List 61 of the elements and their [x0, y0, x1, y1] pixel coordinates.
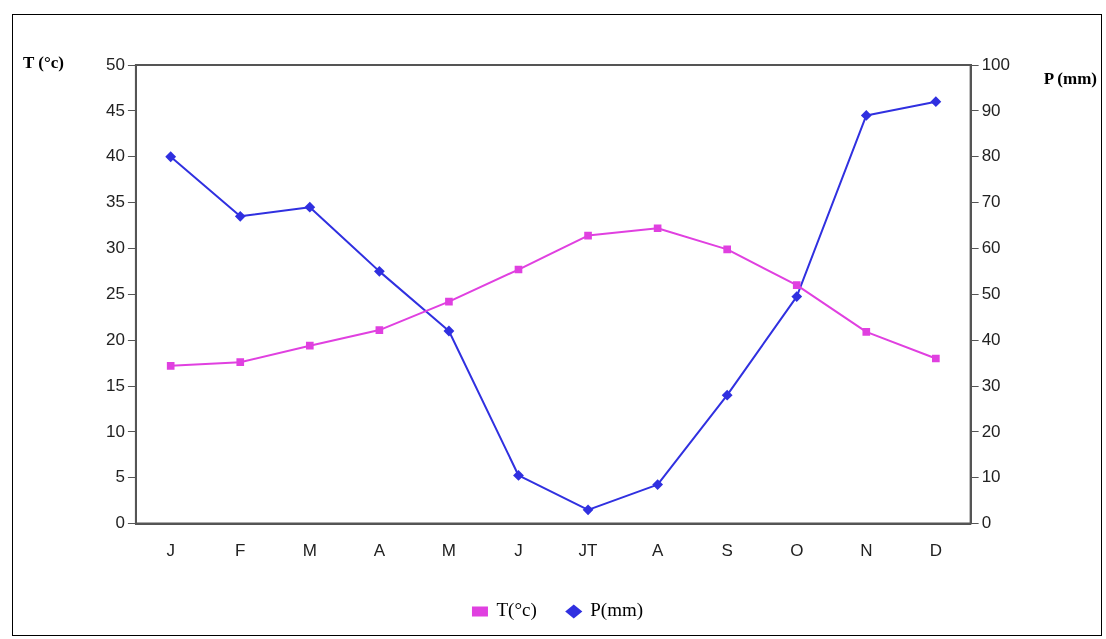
point: [375, 326, 384, 334]
point: [792, 281, 801, 289]
legend-label: P(mm): [590, 599, 644, 622]
y-tick-label: 15: [105, 375, 125, 395]
point: [305, 341, 314, 350]
x-tick-label: D: [929, 541, 942, 561]
y-tick-label: 0: [115, 513, 125, 533]
x-tick-label: N: [860, 541, 873, 561]
x-tick-label: A: [651, 541, 664, 561]
x-tick-label: M: [302, 541, 317, 561]
y-tick-label: 20: [105, 329, 125, 349]
point: [513, 470, 524, 481]
point: [583, 504, 594, 515]
point: [236, 358, 245, 366]
y2-tick-label: 0: [981, 513, 992, 533]
x-tick-label: M: [441, 541, 457, 561]
point: [584, 231, 592, 240]
point: [723, 245, 731, 254]
y2-tick-label: 10: [981, 467, 1001, 487]
point: [932, 354, 940, 363]
point: [862, 328, 871, 336]
y2-tick-label: 70: [981, 192, 1001, 212]
y-tick-label: 40: [105, 146, 125, 166]
y-tick-label: 50: [105, 54, 125, 74]
x-tick-label: O: [790, 541, 804, 561]
point: [653, 224, 662, 233]
y2-tick-label: 60: [981, 238, 1001, 258]
point: [861, 110, 872, 121]
legend-label: T(°c): [496, 599, 537, 622]
point: [445, 297, 453, 306]
y-tick-label: 5: [115, 467, 125, 487]
y-axis-title: T (°c): [23, 53, 64, 73]
y-tick-label: 30: [105, 238, 125, 258]
y-tick-label: 10: [105, 421, 125, 441]
x-tick-label: JT: [578, 541, 598, 561]
y-tick-label: 35: [105, 192, 125, 212]
point: [722, 390, 733, 401]
x-tick-label: J: [514, 541, 523, 561]
y2-tick-label: 40: [981, 329, 1001, 349]
x-tick-label: A: [373, 541, 386, 561]
y2-tick-label: 20: [981, 421, 1001, 441]
point: [304, 202, 315, 213]
y2-tick-label: 80: [981, 146, 1001, 166]
point: [166, 362, 175, 370]
point: [443, 325, 454, 336]
y-tick-label: 45: [105, 100, 125, 120]
y-tick-label: 25: [105, 283, 125, 303]
point: [374, 266, 385, 277]
y2-tick-label: 30: [981, 375, 1001, 395]
y2-tick-label: 90: [981, 100, 1001, 120]
y2-tick-label: 100: [981, 54, 1011, 74]
point: [652, 479, 663, 490]
point: [235, 211, 246, 222]
x-tick-label: F: [235, 541, 246, 561]
point: [165, 151, 176, 162]
point: [930, 96, 941, 107]
x-tick-label: J: [166, 541, 175, 561]
x-tick-label: S: [721, 541, 733, 561]
point: [791, 291, 802, 302]
y2-tick-label: 50: [981, 283, 1001, 303]
y2-axis-title: P (mm): [1043, 69, 1097, 89]
